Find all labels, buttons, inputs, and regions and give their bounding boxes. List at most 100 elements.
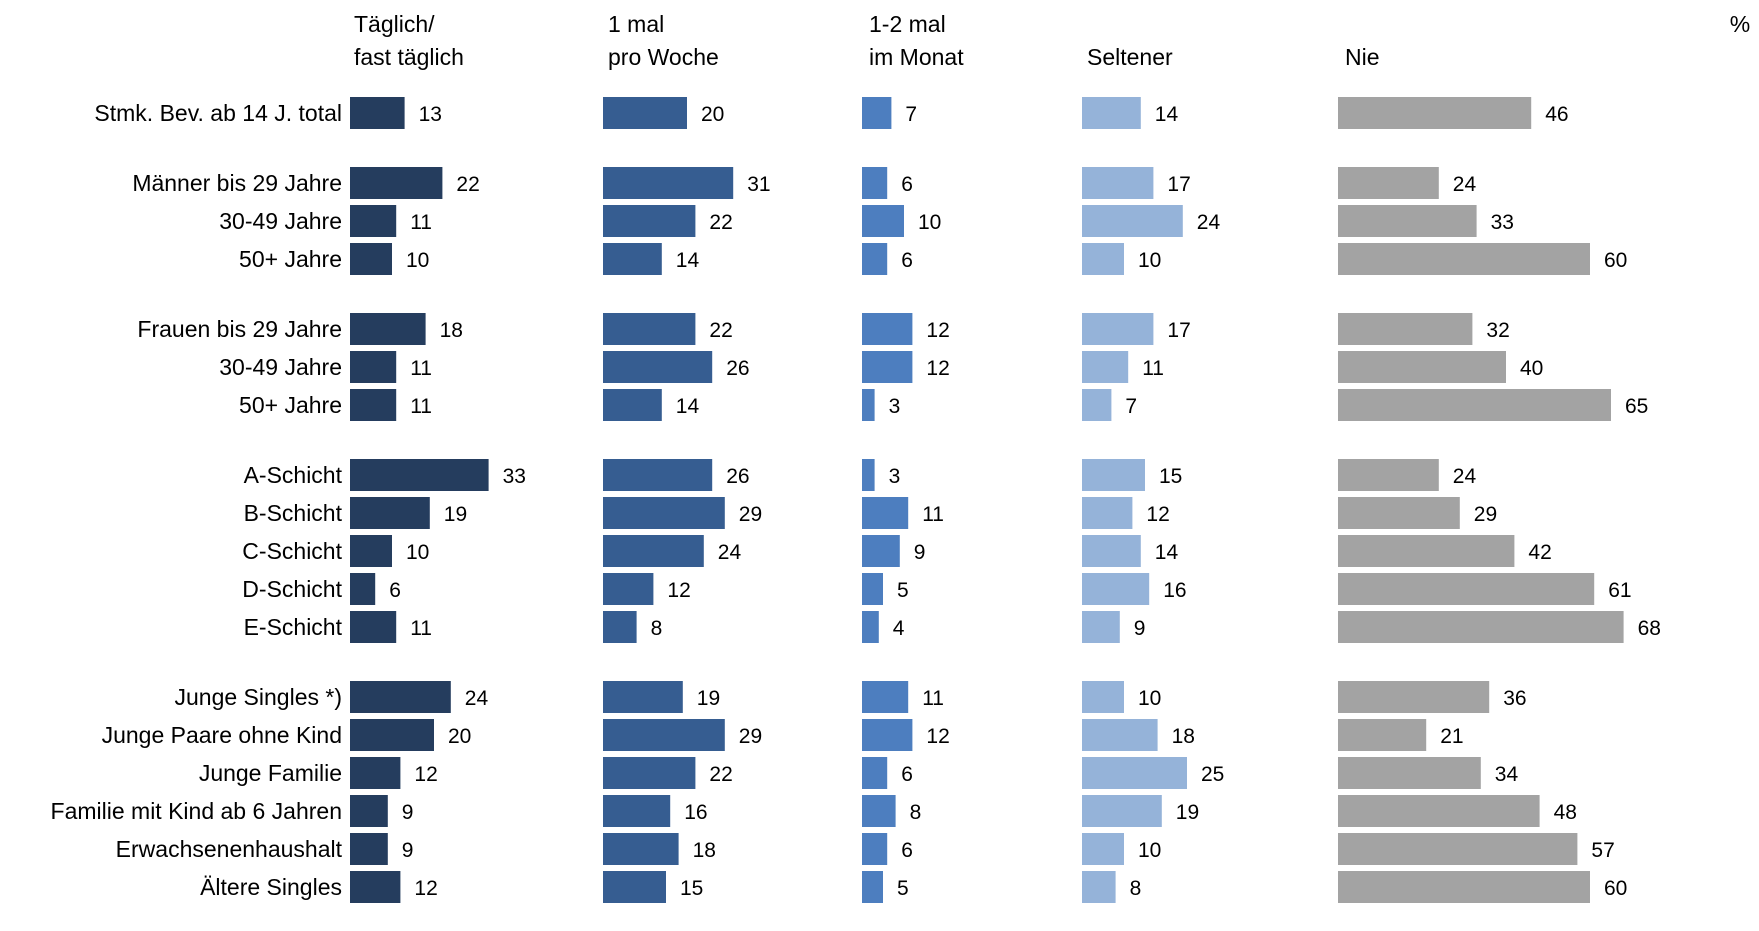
bar [350,351,397,383]
value-label: 12 [414,877,437,900]
bar [350,719,434,751]
value-label: 16 [1163,579,1186,602]
value-label: 15 [1159,465,1182,488]
bar [603,535,704,567]
value-label: 24 [718,541,742,564]
category-label: Frauen bis 29 Jahre [137,316,342,342]
bar [603,833,679,865]
bar [1082,389,1112,421]
bar [350,313,426,345]
bar [1082,97,1141,129]
value-label: 5 [897,877,909,900]
bar [603,167,734,199]
value-label: 29 [1474,503,1497,526]
bar [1338,795,1540,827]
value-label: 12 [926,725,949,748]
value-label: 25 [1201,763,1224,786]
bar [1082,833,1124,865]
category-label: Junge Singles *) [175,684,343,710]
bar [350,833,388,865]
value-label: 18 [440,319,463,342]
bar [862,351,913,383]
category-label: 30-49 Jahre [219,208,342,234]
value-label: 21 [1440,725,1463,748]
value-label: 33 [503,465,526,488]
bar [862,97,892,129]
bar [350,795,388,827]
bar [1082,757,1187,789]
series-headers: Täglich/fast täglich 1 mal pro Woche 1-2 ma… [354,11,1380,70]
bar [350,205,397,237]
value-label: 8 [1130,877,1142,900]
bar [862,167,888,199]
value-label: 9 [402,839,414,862]
bar [350,681,451,713]
bar [862,243,888,275]
bar [1338,757,1481,789]
value-label: 14 [676,249,700,272]
bar [603,719,725,751]
value-label: 3 [889,465,901,488]
bar [1338,573,1595,605]
value-label: 11 [410,395,432,418]
bar [1082,719,1158,751]
value-label: 22 [709,211,732,234]
bar [1338,389,1611,421]
series-header: pro Woche [608,44,719,70]
category-label: Familie mit Kind ab 6 Jahren [51,798,342,824]
bar [350,535,392,567]
value-label: 10 [406,541,429,564]
value-label: 11 [410,617,432,640]
value-label: 22 [709,763,732,786]
bar [350,871,401,903]
value-label: 32 [1486,319,1509,342]
bar [1338,833,1578,865]
value-label: 22 [456,173,479,196]
value-label: 8 [910,801,922,824]
value-label: 18 [693,839,716,862]
category-label: 50+ Jahre [239,246,342,272]
bar [1338,871,1590,903]
value-label: 6 [901,173,913,196]
bar [862,459,875,491]
bar [1082,535,1141,567]
value-label: 3 [889,395,901,418]
value-label: 65 [1625,395,1648,418]
bar [1338,167,1439,199]
value-label: 6 [901,763,913,786]
category-label: 30-49 Jahre [219,354,342,380]
bar [1082,459,1145,491]
bar [1082,313,1154,345]
value-label: 22 [709,319,732,342]
bar [1082,611,1120,643]
bar [1338,611,1624,643]
value-label: 19 [444,503,467,526]
bar [350,497,430,529]
bar [350,97,405,129]
value-label: 12 [1146,503,1169,526]
category-label: A-Schicht [244,462,343,488]
value-label: 4 [893,617,905,640]
category-label: Junge Paare ohne Kind [102,722,342,748]
value-label: 61 [1608,579,1631,602]
bar [862,611,879,643]
value-label: 12 [667,579,690,602]
bar [1082,871,1116,903]
value-label: 12 [926,319,949,342]
bar [862,795,896,827]
bar [862,681,909,713]
bar [350,757,401,789]
value-label: 13 [419,103,442,126]
bar [862,389,875,421]
bar [1338,97,1532,129]
bar [603,681,683,713]
value-label: 11 [922,503,944,526]
bar [862,719,913,751]
bar [1338,205,1477,237]
bar [350,611,397,643]
bar [603,97,687,129]
unit-label: % [1730,11,1750,37]
bar [350,573,376,605]
bar [603,871,666,903]
